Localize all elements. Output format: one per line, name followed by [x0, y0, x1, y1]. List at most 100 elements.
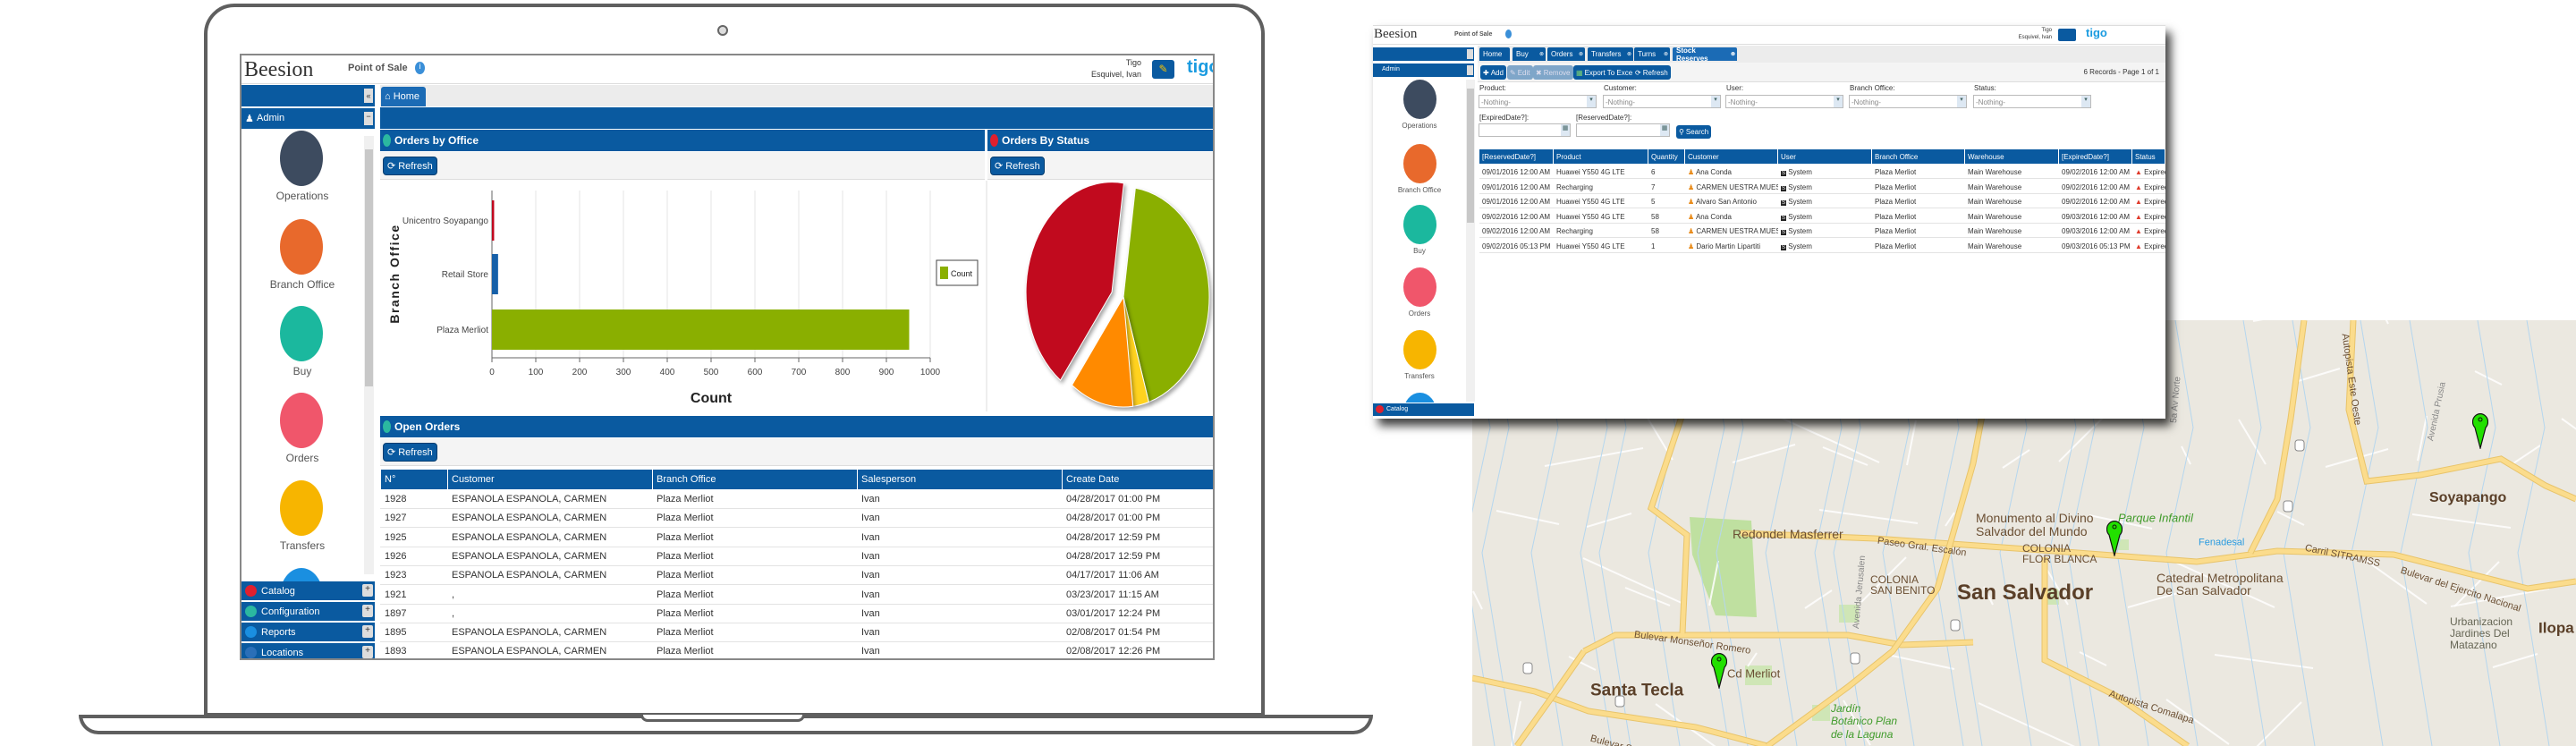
close-tab-icon[interactable]: ⊗: [1538, 52, 1544, 57]
table-row[interactable]: 09/01/2016 12:00 AM Huawei Y550 4G LTE 5 ♟ …: [1479, 194, 2165, 208]
column-header[interactable]: Customer: [1685, 149, 1778, 164]
expand-icon[interactable]: +: [362, 584, 373, 597]
module-branch-office[interactable]: Branch Office: [1373, 144, 1466, 194]
column-header[interactable]: Product: [1554, 149, 1648, 164]
close-tab-icon[interactable]: ⊗: [1663, 52, 1668, 57]
column-header[interactable]: Status: [2132, 149, 2165, 164]
expand-icon[interactable]: +: [362, 605, 373, 617]
module-orders[interactable]: Orders: [1373, 267, 1466, 318]
column-header[interactable]: N°: [381, 470, 448, 489]
scrollbar-thumb[interactable]: [1467, 89, 1474, 223]
chevron-down-icon[interactable]: ▾: [1957, 96, 1966, 107]
refresh-button[interactable]: ⟳ Refresh: [1632, 65, 1671, 80]
table-row[interactable]: 1921, Plaza Merliot Ivan 03/23/2017 11:15 A…: [380, 586, 1213, 605]
bar[interactable]: [492, 200, 495, 241]
chevron-down-icon[interactable]: ▾: [2081, 96, 2090, 107]
module-buy[interactable]: Buy: [1373, 205, 1466, 255]
filter-select[interactable]: -Nothing- ▾: [1725, 95, 1843, 108]
close-tab-icon[interactable]: ⊗: [1730, 52, 1735, 57]
expand-icon[interactable]: +: [362, 646, 373, 658]
filter-select[interactable]: -Nothing- ▾: [1603, 95, 1721, 108]
filter-select[interactable]: -Nothing- ▾: [1849, 95, 1967, 108]
column-header[interactable]: Customer: [448, 470, 653, 489]
module-transfers[interactable]: Transfers: [1373, 330, 1466, 380]
sidebar-item-configuration[interactable]: Configuration +: [242, 602, 375, 621]
module-operations[interactable]: Operations: [242, 131, 363, 202]
collapse-sidebar-icon[interactable]: [1467, 49, 1473, 59]
module-operations[interactable]: Operations: [1373, 80, 1466, 130]
module-orders[interactable]: Orders: [242, 393, 363, 464]
info-icon[interactable]: [1505, 30, 1512, 38]
expand-icon[interactable]: +: [362, 625, 373, 638]
module-branch-office[interactable]: Branch Office: [242, 219, 363, 291]
table-row[interactable]: 1928 ESPANOLA ESPANOLA, CARMEN Plaza Merli…: [380, 490, 1213, 509]
calendar-icon[interactable]: ▦: [1660, 124, 1669, 136]
reserved-date-input[interactable]: ▦: [1576, 123, 1670, 137]
tab-home[interactable]: Home: [1479, 47, 1510, 61]
table-row[interactable]: 1893 ESPANOLA ESPANOLA, CARMEN Plaza Merli…: [380, 642, 1213, 658]
sidebar-item-catalog[interactable]: Catalog: [1373, 403, 1474, 416]
bar[interactable]: [492, 309, 910, 350]
tab-transfers[interactable]: Transfers ⊗: [1588, 47, 1633, 61]
pie-slice[interactable]: [1071, 295, 1134, 408]
tab-orders[interactable]: Orders ⊗: [1547, 47, 1585, 61]
tab-buy[interactable]: Buy ⊗: [1513, 47, 1546, 61]
refresh-button[interactable]: ⟳ Refresh: [383, 443, 437, 462]
search-button[interactable]: ⚲ Search: [1676, 125, 1712, 139]
pie-slice[interactable]: [1123, 187, 1210, 403]
filter-select[interactable]: -Nothing- ▾: [1479, 95, 1597, 108]
column-header[interactable]: [ExpiredDate?]: [2059, 149, 2132, 164]
refresh-button[interactable]: ⟳ Refresh: [990, 157, 1045, 175]
info-icon[interactable]: i: [415, 62, 425, 74]
export-excel-button[interactable]: ▦ Export To Excel: [1573, 65, 1637, 80]
table-row[interactable]: 1925 ESPANOLA ESPANOLA, CARMEN Plaza Merli…: [380, 529, 1213, 547]
column-header[interactable]: [ReservedDate?]: [1479, 149, 1554, 164]
edit-button[interactable]: ✎ Edit: [1507, 65, 1533, 80]
chevron-down-icon[interactable]: ▾: [1834, 96, 1843, 107]
column-header[interactable]: Branch Office: [653, 470, 858, 489]
filter-select[interactable]: -Nothing- ▾: [1973, 95, 2091, 108]
scrollbar-thumb[interactable]: [365, 149, 373, 386]
collapse-sidebar-icon[interactable]: «: [364, 89, 373, 103]
calendar-icon[interactable]: ▦: [1561, 124, 1570, 136]
user-menu-icon[interactable]: ✎: [1152, 60, 1174, 79]
close-tab-icon[interactable]: ⊗: [1626, 52, 1631, 57]
tab-stock-reserves[interactable]: Stock Reserves ⊗: [1673, 47, 1737, 63]
table-row[interactable]: 09/02/2016 12:00 AM Huawei Y550 4G LTE 58 ♟…: [1479, 209, 2165, 224]
sidebar-scrollbar[interactable]: [364, 136, 374, 574]
location-marker-pin-icon[interactable]: [2106, 519, 2123, 556]
chevron-down-icon[interactable]: ▾: [1711, 96, 1720, 107]
table-row[interactable]: 09/01/2016 12:00 AM Recharging 7 ♟ CARMEN U…: [1479, 180, 2165, 194]
table-row[interactable]: 09/02/2016 12:00 AM Recharging 58 ♟ CARMEN …: [1479, 224, 2165, 238]
table-row[interactable]: 1897, Plaza Merliot Ivan 03/01/2017 12:24 P…: [380, 605, 1213, 623]
tab-turns[interactable]: Turns ⊗: [1634, 47, 1670, 61]
column-header[interactable]: Create Date: [1063, 470, 1213, 489]
location-marker-pin-icon[interactable]: [1711, 651, 1727, 689]
column-header[interactable]: User: [1778, 149, 1872, 164]
column-header[interactable]: Branch Office: [1872, 149, 1965, 164]
table-row[interactable]: 09/02/2016 05:13 PM Huawei Y550 4G LTE 1 ♟ …: [1479, 239, 2165, 253]
table-row[interactable]: 1923 ESPANOLA ESPANOLA, CARMEN Plaza Merli…: [380, 566, 1213, 586]
sidebar-scrollbar[interactable]: [1466, 80, 1475, 402]
chevron-down-icon[interactable]: ▾: [1587, 96, 1596, 107]
table-row[interactable]: 09/01/2016 12:00 AM Huawei Y550 4G LTE 6 ♟ …: [1479, 165, 2165, 179]
column-header[interactable]: Quantity: [1648, 149, 1685, 164]
collapse-section-icon[interactable]: [1467, 65, 1473, 75]
user-menu-icon[interactable]: [2058, 29, 2076, 41]
column-header[interactable]: Warehouse: [1965, 149, 2059, 164]
refresh-button[interactable]: ⟳ Refresh: [383, 157, 437, 175]
module-transfers[interactable]: Transfers: [242, 480, 363, 552]
add-button[interactable]: ✚ Add: [1480, 65, 1506, 80]
bar[interactable]: [492, 254, 498, 294]
pie-slice[interactable]: [1025, 182, 1124, 381]
expired-date-input[interactable]: ▦: [1479, 123, 1571, 137]
sidebar-item-catalog[interactable]: Catalog +: [242, 581, 375, 600]
tab-home[interactable]: ⌂ Home: [381, 87, 426, 106]
sidebar-item-reports[interactable]: Reports +: [242, 623, 375, 641]
column-header[interactable]: Salesperson: [858, 470, 1063, 489]
sidebar-section-admin[interactable]: ♟ Admin −: [242, 108, 375, 129]
module-buy[interactable]: Buy: [242, 306, 363, 377]
sidebar-section-admin[interactable]: Admin: [1373, 64, 1474, 77]
collapse-section-icon[interactable]: −: [364, 112, 373, 125]
table-row[interactable]: 1926 ESPANOLA ESPANOLA, CARMEN Plaza Merli…: [380, 547, 1213, 566]
